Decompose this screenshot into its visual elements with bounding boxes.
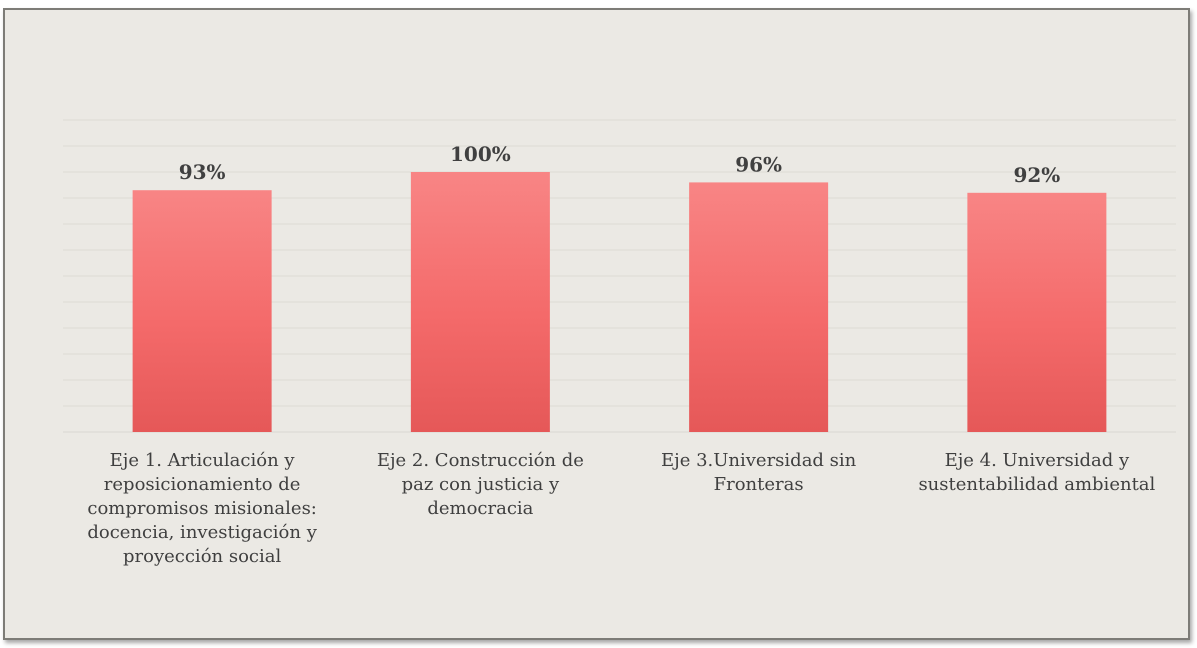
- data-label-2: 100%: [450, 142, 511, 166]
- bar-chart: 93% 100% 96% 92%: [63, 119, 1176, 433]
- x-tick-label-2: Eje 2. Construcción de paz con justicia …: [376, 450, 584, 519]
- data-label-3: 96%: [735, 152, 782, 176]
- x-tick-label-4: Eje 4. Universidad y sustentabilidad amb…: [918, 450, 1156, 495]
- bar-3: [689, 182, 829, 432]
- data-label-4: 92%: [1013, 163, 1060, 187]
- x-tick-label-3: Eje 3.Universidad sin Fronteras: [660, 450, 857, 495]
- x-tick-label-1: Eje 1. Articulación y reposicionamiento …: [87, 450, 317, 567]
- data-label-1: 93%: [179, 160, 226, 184]
- bar-1: [132, 190, 272, 432]
- chart-frame: 93% 100% 96% 92% Eje 1. Articulación y repo…: [3, 8, 1190, 640]
- bar-2: [410, 172, 550, 432]
- bar-4: [967, 192, 1107, 432]
- data-labels: 93% 100% 96% 92%: [179, 142, 1061, 187]
- bars: [132, 172, 1107, 432]
